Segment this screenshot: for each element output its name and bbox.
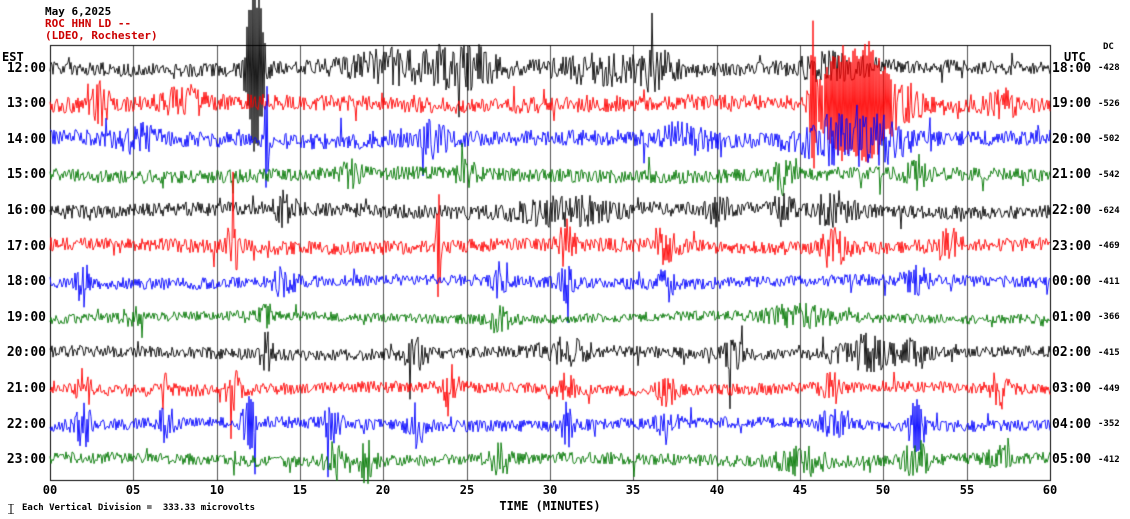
- x-axis-title: TIME (MINUTES): [499, 499, 601, 513]
- dc-offset-label: -502: [1098, 134, 1120, 144]
- utc-time-label: 01:00: [1052, 310, 1092, 325]
- est-time-label: 19:00: [6, 310, 46, 325]
- utc-time-label: 21:00: [1052, 167, 1092, 182]
- est-time-label: 16:00: [6, 203, 46, 218]
- dc-offset-label: -526: [1098, 99, 1120, 109]
- est-time-label: 17:00: [6, 239, 46, 254]
- x-tick-label: 55: [959, 483, 975, 497]
- x-tick-label: 50: [875, 483, 891, 497]
- est-time-label: 12:00: [6, 61, 46, 76]
- dc-offset-label: -411: [1098, 277, 1120, 287]
- dc-offset-label: -449: [1098, 384, 1120, 394]
- x-tick-label: 00: [42, 483, 58, 497]
- dc-offset-label: -366: [1098, 312, 1120, 322]
- x-tick-label: 30: [542, 483, 558, 497]
- utc-time-label: 03:00: [1052, 381, 1092, 396]
- x-tick-label: 60: [1042, 483, 1058, 497]
- utc-time-label: 20:00: [1052, 132, 1092, 147]
- est-time-label: 18:00: [6, 274, 46, 289]
- est-time-label: 23:00: [6, 452, 46, 467]
- est-time-label: 15:00: [6, 167, 46, 182]
- network-label: (LDEO, Rochester): [45, 29, 158, 42]
- dc-offset-label: -624: [1098, 206, 1120, 216]
- dc-offset-label: -352: [1098, 419, 1120, 429]
- utc-axis-label: UTC: [1064, 50, 1086, 64]
- x-tick-label: 05: [125, 483, 141, 497]
- est-time-label: 14:00: [6, 132, 46, 147]
- x-tick-label: 15: [292, 483, 308, 497]
- dc-offset-label: -469: [1098, 241, 1120, 251]
- x-tick-label: 10: [209, 483, 225, 497]
- utc-time-label: 05:00: [1052, 452, 1092, 467]
- dc-offset-label: -428: [1098, 63, 1120, 73]
- x-tick-label: 45: [792, 483, 808, 497]
- utc-time-label: 00:00: [1052, 274, 1092, 289]
- utc-time-label: 22:00: [1052, 203, 1092, 218]
- dc-offset-label: -415: [1098, 348, 1120, 358]
- date-label: May 6,2025: [45, 5, 112, 18]
- dc-axis-label: DC: [1103, 42, 1114, 52]
- vertical-division-icon: [7, 504, 15, 514]
- utc-time-label: 02:00: [1052, 345, 1092, 360]
- x-tick-label: 25: [459, 483, 475, 497]
- x-tick-label: 35: [625, 483, 641, 497]
- utc-time-label: 04:00: [1052, 417, 1092, 432]
- est-time-label: 22:00: [6, 417, 46, 432]
- x-tick-label: 20: [375, 483, 391, 497]
- utc-time-label: 19:00: [1052, 96, 1092, 111]
- est-axis-label: EST: [2, 50, 24, 64]
- utc-time-label: 18:00: [1052, 61, 1092, 76]
- scale-note: Each Vertical Division = 333.33 microvol…: [22, 503, 255, 513]
- est-time-label: 13:00: [6, 96, 46, 111]
- dc-offset-label: -412: [1098, 455, 1120, 465]
- dc-offset-label: -542: [1098, 170, 1120, 180]
- est-time-label: 21:00: [6, 381, 46, 396]
- utc-time-label: 23:00: [1052, 239, 1092, 254]
- station-label: ROC HHN LD --: [45, 17, 132, 30]
- est-time-label: 20:00: [6, 345, 46, 360]
- x-tick-label: 40: [709, 483, 725, 497]
